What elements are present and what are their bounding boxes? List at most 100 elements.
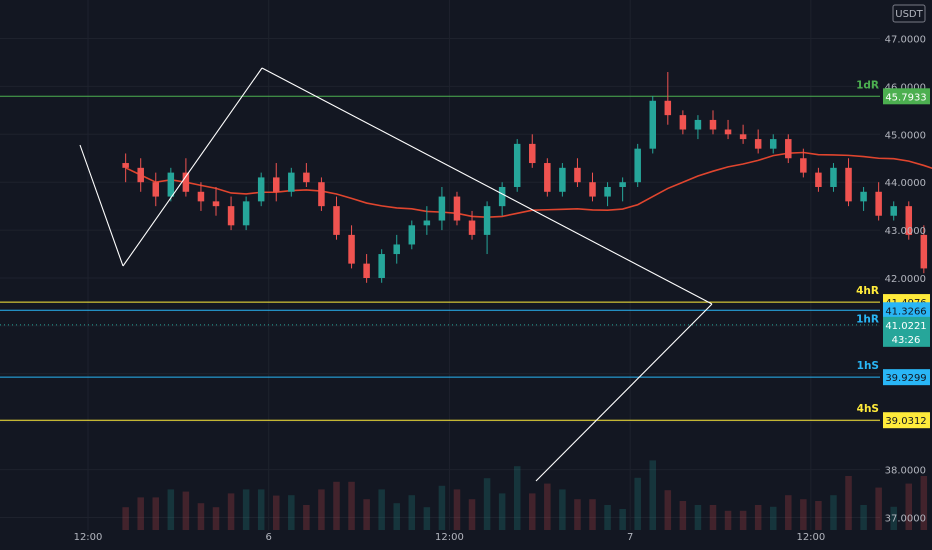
candle bbox=[152, 172, 160, 207]
volume-bar bbox=[544, 483, 551, 530]
candle bbox=[860, 186, 867, 211]
volume-bar bbox=[363, 499, 370, 530]
volume-bars bbox=[122, 460, 928, 530]
last-price-value: 41.0221 bbox=[885, 321, 926, 332]
candle bbox=[513, 139, 521, 192]
candle bbox=[408, 220, 416, 250]
candle bbox=[634, 143, 641, 187]
last-price-countdown: 43:26 bbox=[892, 335, 921, 346]
x-tick-label: 6 bbox=[266, 532, 272, 543]
volume-bar bbox=[498, 493, 506, 530]
candle bbox=[785, 134, 792, 164]
volume-bar bbox=[875, 487, 882, 530]
y-tick-label: 47.0000 bbox=[885, 35, 926, 46]
y-tick-label: 37.0000 bbox=[885, 514, 926, 525]
volume-bar bbox=[830, 495, 837, 530]
level-name-4hS: 4hS bbox=[857, 403, 879, 415]
volume-bar bbox=[137, 497, 144, 530]
ma-line bbox=[125, 151, 932, 218]
trendline-drawings bbox=[79, 67, 713, 482]
candle bbox=[438, 186, 446, 231]
candle bbox=[604, 182, 611, 207]
volume-bar bbox=[408, 495, 416, 530]
volume-bar bbox=[122, 507, 129, 530]
candle bbox=[468, 210, 476, 240]
candle bbox=[724, 119, 732, 140]
volume-bar bbox=[348, 481, 355, 530]
trendline-down-left bbox=[79, 144, 124, 267]
volume-bar bbox=[679, 501, 687, 530]
volume-bar bbox=[694, 505, 702, 530]
candle bbox=[167, 167, 175, 202]
candle bbox=[529, 134, 536, 168]
y-tick-label: 43.0000 bbox=[885, 226, 926, 237]
candle bbox=[769, 134, 777, 154]
volume-bar bbox=[182, 491, 190, 530]
volume-bar bbox=[709, 505, 717, 530]
candle bbox=[122, 153, 129, 183]
volume-bar bbox=[212, 507, 220, 530]
candle bbox=[423, 206, 431, 235]
candle bbox=[273, 163, 280, 202]
volume-bar bbox=[167, 489, 175, 530]
price-badge-4hS: 39.0312 bbox=[883, 412, 930, 429]
trendline-ascending-support bbox=[535, 303, 713, 482]
last-price-badge: 41.0221 43:26 bbox=[883, 316, 930, 347]
candle bbox=[378, 249, 385, 283]
candle bbox=[288, 167, 295, 197]
volume-bar bbox=[273, 495, 280, 530]
candle bbox=[679, 110, 687, 135]
candle bbox=[905, 201, 913, 240]
x-tick-label: 12:00 bbox=[74, 532, 103, 543]
volume-bar bbox=[227, 493, 235, 530]
candle bbox=[664, 72, 672, 125]
y-tick-label: 44.0000 bbox=[885, 178, 926, 189]
candle bbox=[920, 225, 928, 274]
candle bbox=[890, 201, 897, 221]
candle bbox=[709, 110, 717, 135]
volume-bar bbox=[152, 497, 160, 530]
trendline-descending-resistance bbox=[261, 67, 713, 305]
svg-text:39.9299: 39.9299 bbox=[885, 373, 926, 384]
candle bbox=[137, 158, 144, 192]
svg-text:41.3266: 41.3266 bbox=[885, 306, 926, 317]
candle bbox=[182, 158, 190, 197]
level-lines bbox=[0, 95, 880, 421]
level-name-1hS: 1hS bbox=[857, 360, 879, 372]
candle bbox=[800, 148, 807, 178]
candle bbox=[318, 177, 325, 211]
currency-label: USDT bbox=[895, 9, 923, 20]
volume-bar bbox=[845, 476, 852, 530]
volume-bar bbox=[483, 478, 491, 530]
candle bbox=[348, 225, 355, 269]
volume-bar bbox=[905, 483, 913, 530]
volume-bar bbox=[438, 485, 446, 530]
volume-bar bbox=[378, 489, 385, 530]
volume-bar bbox=[333, 481, 340, 530]
candle bbox=[257, 172, 265, 207]
volume-bar bbox=[529, 493, 536, 530]
candle bbox=[453, 191, 461, 226]
y-tick-label: 38.0000 bbox=[885, 466, 926, 477]
volume-bar bbox=[724, 510, 732, 530]
volume-bar bbox=[453, 489, 461, 530]
level-name-4hR: 4hR bbox=[856, 285, 879, 297]
price-badge-1dR: 45.7933 bbox=[883, 88, 930, 105]
volume-bar bbox=[785, 495, 792, 530]
currency-button[interactable]: USDT bbox=[892, 4, 926, 23]
x-tick-label: 12:00 bbox=[796, 532, 825, 543]
level-labels: 1dR 4hR 1hR 1hS 4hS bbox=[856, 79, 879, 415]
volume-bar bbox=[619, 509, 626, 530]
level-name-1dR: 1dR bbox=[856, 79, 879, 91]
volume-bar bbox=[649, 460, 656, 530]
volume-bar bbox=[513, 466, 521, 530]
volume-bar bbox=[393, 503, 400, 530]
x-tick-label: 12:00 bbox=[435, 532, 464, 543]
volume-bar bbox=[604, 505, 611, 530]
candle bbox=[303, 163, 310, 187]
candle bbox=[393, 234, 400, 264]
candle bbox=[619, 177, 626, 202]
volume-bar bbox=[754, 505, 762, 530]
